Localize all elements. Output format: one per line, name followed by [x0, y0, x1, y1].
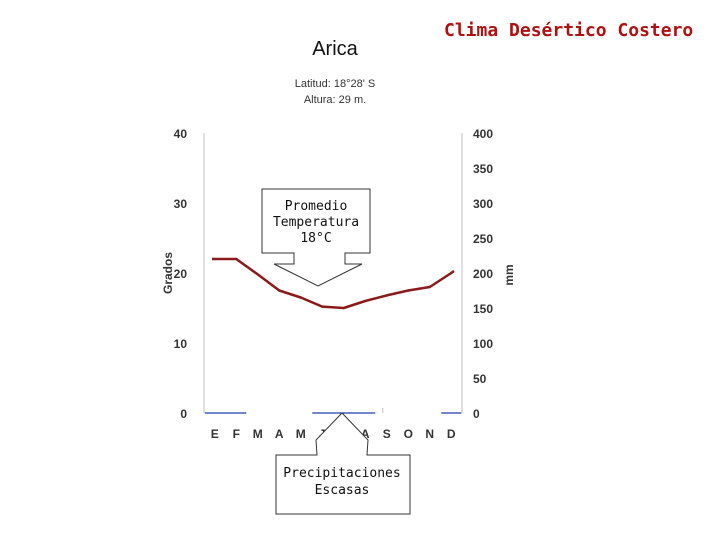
temperature-point — [235, 257, 238, 261]
chart-subtitle-line: Altura: 29 m. — [304, 94, 366, 106]
left-tick-label: 40 — [174, 127, 188, 141]
temperature-callout-text: Promedio — [285, 199, 348, 214]
precipitation-callout-text: Precipitaciones — [283, 466, 400, 481]
right-tick-label: 100 — [473, 337, 493, 351]
temperature-point — [213, 257, 216, 261]
temperature-point — [278, 289, 281, 292]
right-tick-label: 0 — [473, 407, 480, 421]
precipitation-callout-box — [275, 412, 411, 515]
y-axis-title-left: Grados — [161, 252, 175, 294]
slide-title: Clima Desértico Costero — [444, 20, 694, 41]
temperature-line — [212, 257, 455, 310]
month-label: D — [447, 427, 456, 441]
right-tick-label: 350 — [473, 162, 493, 176]
temperature-callout-text: 18°C — [300, 231, 331, 246]
right-tick-label: 50 — [473, 372, 487, 386]
month-label: F — [233, 427, 240, 441]
left-tick-label: 30 — [174, 197, 188, 211]
precipitation-callout-text: Escasas — [315, 483, 370, 498]
temperature-point — [428, 285, 431, 289]
month-label: N — [425, 427, 434, 441]
month-label: S — [383, 427, 391, 441]
chart-subtitle-line: Latitud: 18°28' S — [295, 78, 376, 90]
y-axis-title-right: mm — [502, 264, 516, 285]
right-tick-label: 150 — [473, 302, 493, 316]
month-label: A — [361, 427, 370, 441]
right-tick-label: 200 — [473, 267, 493, 281]
left-tick-label: 10 — [174, 337, 188, 351]
right-tick-label: 400 — [473, 127, 493, 141]
left-tick-label: 0 — [180, 407, 187, 421]
right-tick-label: 250 — [473, 232, 493, 246]
month-label: M — [296, 427, 306, 441]
temperature-point — [364, 299, 367, 303]
temperature-point — [321, 305, 324, 308]
temperature-callout-text: Temperatura — [273, 215, 359, 230]
month-label: E — [211, 427, 219, 441]
month-label: M — [253, 427, 263, 441]
right-tick-label: 300 — [473, 197, 493, 211]
temperature-point — [299, 296, 302, 299]
temperature-callout-box — [261, 188, 371, 287]
temperature-point — [450, 271, 453, 275]
month-label: O — [404, 427, 413, 441]
temperature-point — [256, 273, 259, 276]
temperature-point — [407, 289, 410, 292]
temperature-point — [342, 306, 345, 310]
temperature-point — [385, 294, 388, 297]
month-label: A — [275, 427, 284, 441]
chart-title: Arica — [312, 38, 358, 60]
left-tick-label: 20 — [174, 267, 188, 281]
